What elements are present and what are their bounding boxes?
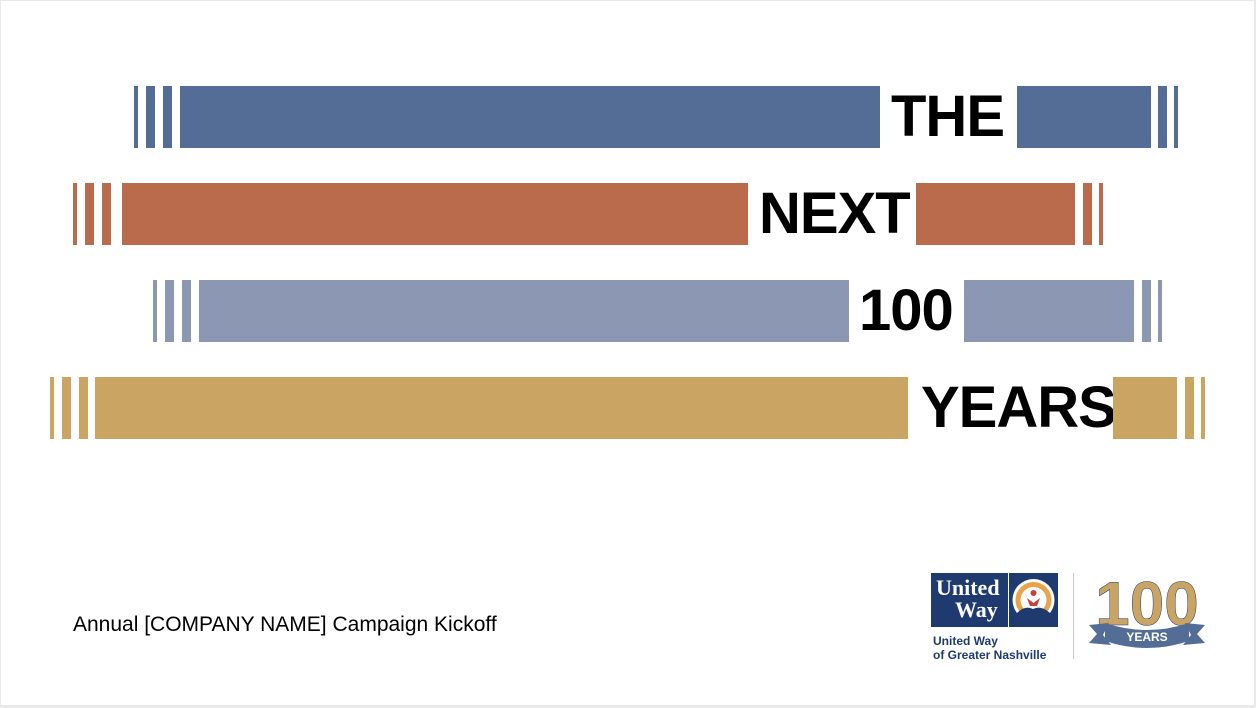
- color-bar: [1017, 86, 1151, 148]
- headline-word-100: 100: [859, 278, 954, 343]
- stripe: [165, 280, 174, 342]
- stripe: [102, 183, 111, 245]
- wordmark-line-1: United: [936, 575, 1000, 600]
- stripe: [85, 183, 94, 245]
- color-bar: [1113, 377, 1177, 439]
- stripe: [1158, 280, 1162, 342]
- stripe: [134, 86, 138, 148]
- stripe: [1158, 86, 1167, 148]
- color-bar: [122, 183, 748, 245]
- stripe: [163, 86, 172, 148]
- stripe: [182, 280, 191, 342]
- stripe: [50, 377, 54, 439]
- color-bar: [180, 86, 880, 148]
- color-bar: [95, 377, 908, 439]
- stripe: [1142, 280, 1151, 342]
- stripe: [79, 377, 88, 439]
- campaign-subtitle: Annual [COMPANY NAME] Campaign Kickoff: [73, 613, 497, 636]
- color-bar: [916, 183, 1075, 245]
- headline-word-next: NEXT: [759, 181, 911, 246]
- caption-line-2: of Greater Nashville: [933, 648, 1047, 662]
- headline-word-years: YEARS: [921, 375, 1117, 440]
- united-way-wordmark: United Way: [931, 573, 1008, 627]
- stripe: [1201, 377, 1205, 439]
- stripe: [153, 280, 157, 342]
- logo-divider: [1073, 573, 1074, 659]
- stripe: [1083, 183, 1092, 245]
- stripe: [1174, 86, 1178, 148]
- stripe: [73, 183, 77, 245]
- color-bar: [964, 280, 1134, 342]
- stripe: [1185, 377, 1194, 439]
- united-way-caption: United Way of Greater Nashville: [933, 634, 1046, 662]
- stripe: [1099, 183, 1103, 245]
- hand-person-rainbow-icon: [1009, 573, 1058, 627]
- united-way-logo: United Way: [931, 573, 1058, 627]
- anniversary-badge: 100 YEARS: [1085, 567, 1209, 661]
- caption-line-1: United Way: [933, 634, 998, 648]
- stripe: [146, 86, 155, 148]
- color-bar: [199, 280, 849, 342]
- stripe: [62, 377, 71, 439]
- anniversary-ribbon-text: YEARS: [1126, 630, 1167, 644]
- wordmark-line-2: Way: [955, 597, 998, 622]
- headline-word-the: THE: [891, 84, 1005, 149]
